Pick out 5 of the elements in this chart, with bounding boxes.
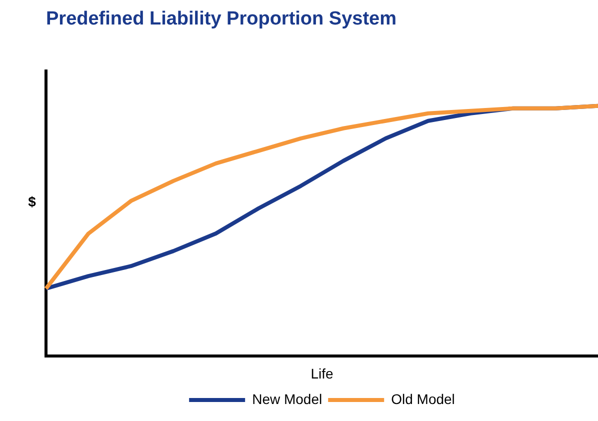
legend-label: Old Model	[391, 390, 455, 407]
y-axis-title: $	[28, 193, 36, 210]
legend-label: New Model	[252, 390, 322, 407]
x-axis-title: Life	[310, 365, 334, 382]
chart-title: Predefined Liability Proportion System	[46, 8, 397, 30]
